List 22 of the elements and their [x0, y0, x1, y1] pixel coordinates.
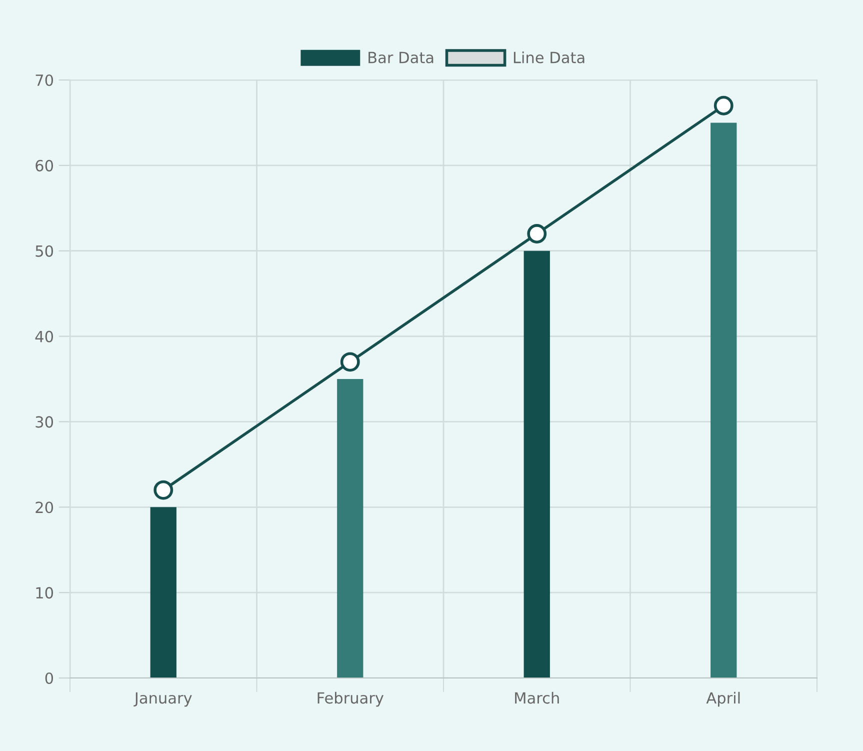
y-tick-label: 70 [36, 74, 54, 86]
x-tick-label: April [706, 692, 740, 707]
y-tick-label: 0 [45, 672, 54, 684]
x-tick-label: February [318, 692, 384, 707]
y-tick-label: 40 [35, 330, 54, 342]
y-tick-label: 20 [36, 502, 54, 514]
bar [524, 250, 550, 678]
point [154, 480, 174, 500]
point [340, 352, 360, 372]
bar [150, 507, 176, 678]
y-tick-label: 60 [36, 160, 54, 172]
x-tick-label: March [515, 692, 559, 704]
bar [710, 122, 737, 678]
y-tick-label: 50 [36, 245, 54, 257]
point [527, 224, 547, 244]
legend-label: Line Data [514, 51, 584, 64]
y-tick-label: 10 [36, 587, 54, 599]
point [714, 96, 734, 116]
bar [337, 379, 364, 678]
x-tick-label: January [134, 692, 192, 707]
y-tick-label: 30 [36, 416, 54, 428]
legend-label: Bar Data [368, 52, 434, 64]
